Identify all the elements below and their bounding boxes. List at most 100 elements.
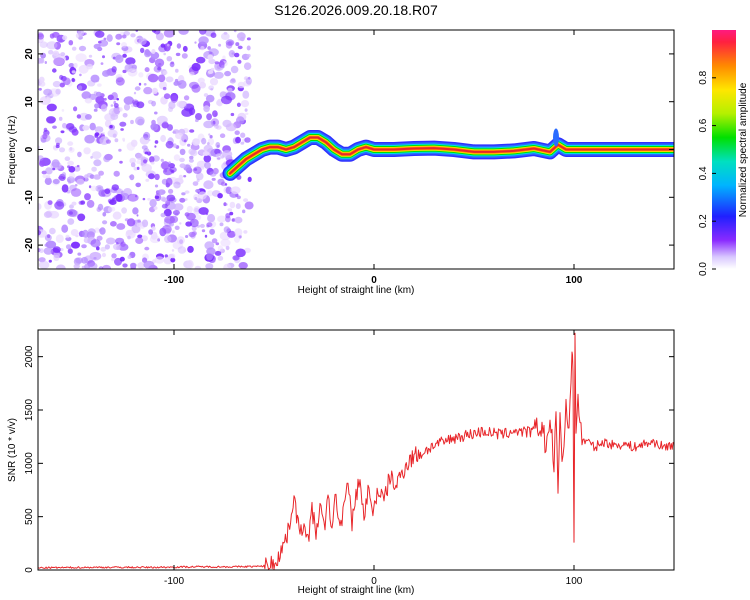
noise-speck: [119, 121, 127, 127]
noise-speck: [76, 164, 80, 168]
noise-speck: [149, 199, 157, 208]
noise-speck: [172, 230, 175, 234]
noise-speck: [166, 56, 173, 62]
colorbar-ticks: 0.0 0.2 0.4 0.6 0.8: [698, 70, 716, 276]
noise-speck: [129, 174, 135, 181]
noise-speck: [136, 166, 140, 170]
noise-speck: [154, 145, 157, 148]
noise-speck: [219, 133, 226, 138]
noise-speck: [165, 140, 174, 149]
noise-speck: [94, 103, 100, 109]
noise-speck: [157, 120, 163, 126]
noise-speck: [81, 256, 88, 264]
noise-speck: [173, 181, 181, 189]
noise-speck: [66, 176, 76, 184]
snr-x-label: Height of straight line (km): [298, 585, 415, 596]
noise-speck: [114, 257, 122, 266]
noise-speck: [122, 263, 128, 268]
noise-speck: [217, 193, 223, 199]
noise-speck: [210, 88, 214, 91]
noise-speck: [109, 125, 113, 129]
noise-speck: [122, 69, 127, 74]
noise-speck: [132, 207, 139, 215]
noise-speck: [229, 78, 236, 84]
noise-speck: [150, 161, 155, 165]
noise-speck: [110, 221, 117, 227]
noise-speck: [165, 76, 174, 83]
noise-speck: [162, 86, 167, 91]
noise-speck: [76, 114, 82, 119]
noise-speck: [111, 92, 118, 101]
noise-speck: [201, 137, 207, 145]
noise-speck: [115, 54, 124, 64]
noise-speck: [193, 168, 198, 171]
colorbar-tick-label: 0.8: [698, 70, 709, 84]
noise-speck: [38, 57, 44, 64]
noise-speck: [60, 130, 65, 134]
noise-speck: [79, 73, 82, 77]
noise-speck: [71, 77, 75, 82]
noise-speck: [153, 65, 162, 73]
noise-speck: [120, 128, 124, 131]
noise-speck: [224, 183, 228, 186]
noise-speck: [172, 210, 180, 216]
noise-speck: [123, 31, 130, 36]
noise-speck: [188, 148, 196, 155]
noise-speck: [188, 158, 194, 163]
noise-speck: [225, 123, 237, 132]
noise-speck: [154, 173, 160, 181]
noise-speck: [141, 163, 152, 173]
noise-speck: [71, 201, 77, 206]
noise-speck: [61, 224, 69, 233]
noise-speck: [127, 235, 131, 240]
noise-speck: [112, 197, 115, 201]
noise-speck: [186, 259, 194, 269]
noise-speck: [189, 155, 194, 160]
noise-speck: [208, 133, 211, 136]
x-tick-label: 0: [371, 275, 377, 286]
noise-speck: [189, 71, 195, 76]
noise-speck: [67, 248, 73, 254]
noise-speck: [157, 189, 166, 196]
noise-speck: [168, 163, 176, 169]
y-tick-label: -20: [24, 237, 35, 252]
noise-speck: [141, 145, 148, 150]
noise-speck: [240, 100, 250, 108]
noise-speck: [209, 78, 219, 86]
noise-speck: [143, 260, 155, 269]
noise-speck: [137, 262, 145, 269]
noise-speck: [207, 190, 214, 197]
noise-speck: [90, 74, 100, 83]
noise-speck: [163, 93, 171, 100]
noise-speck: [179, 148, 186, 156]
noise-speck: [122, 113, 128, 118]
noise-speck: [148, 173, 155, 180]
noise-speck: [164, 215, 176, 224]
noise-speck: [84, 193, 91, 201]
noise-speck: [234, 228, 243, 237]
noise-speck: [162, 70, 168, 75]
noise-speck: [93, 43, 101, 50]
noise-speck: [179, 197, 186, 203]
noise-speck: [137, 234, 143, 239]
noise-speck: [176, 43, 182, 49]
noise-speck: [134, 86, 141, 91]
noise-speck: [170, 257, 176, 263]
noise-speck: [177, 80, 187, 89]
noise-speck: [179, 222, 182, 225]
noise-speck: [183, 95, 190, 101]
noise-speck: [174, 225, 180, 230]
noise-speck: [207, 70, 214, 74]
noise-speck: [43, 211, 52, 219]
noise-speck: [164, 254, 168, 258]
noise-speck: [161, 203, 168, 209]
noise-speck: [48, 210, 60, 219]
noise-speck: [235, 193, 239, 197]
noise-speck: [225, 39, 235, 46]
noise-speck: [43, 88, 53, 96]
noise-speck: [55, 137, 63, 145]
noise-speck: [237, 45, 243, 50]
noise-speck: [39, 76, 45, 84]
ridge-band: [229, 136, 674, 175]
noise-speck: [165, 177, 173, 186]
